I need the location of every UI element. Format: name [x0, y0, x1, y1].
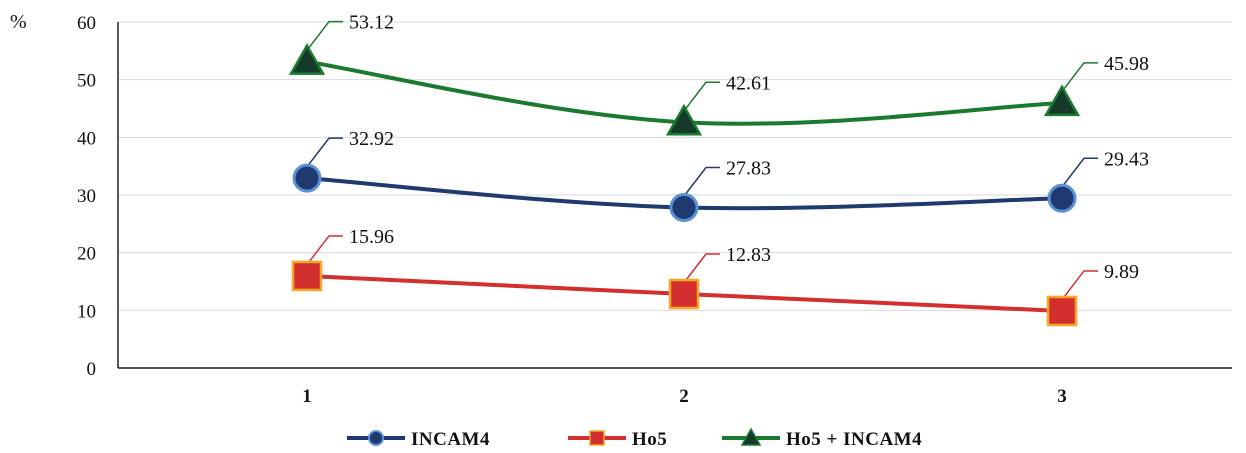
data-label-ho5: 9.89	[1104, 261, 1139, 283]
marker-ho5-incam4	[665, 103, 703, 136]
data-label-leader	[685, 166, 720, 194]
axes	[117, 22, 1232, 369]
marker-ho5	[668, 278, 700, 310]
series-markers	[288, 43, 1081, 327]
y-tick-label: 50	[77, 71, 96, 92]
x-tick-label: 2	[679, 386, 689, 407]
x-tick-label: 1	[302, 386, 312, 407]
y-tick-labels: 0 10 20 30 40 50 60	[77, 13, 96, 380]
marker-incam4	[1047, 183, 1077, 213]
y-tick-label: 30	[77, 186, 96, 207]
series-lines	[305, 59, 1064, 313]
marker-ho5-incam4	[1043, 84, 1081, 117]
data-labels: 32.92 27.83 29.43 15.96 12.83 9.89 53.12 42.61 4…	[349, 12, 1149, 283]
data-label-leader	[685, 253, 720, 281]
legend-marker	[740, 427, 762, 446]
gridlines	[118, 21, 1232, 311]
legend-label: Ho5 + INCAM4	[786, 429, 922, 450]
marker-ho5-incam4	[288, 43, 326, 75]
data-label-leader	[308, 20, 343, 49]
data-label-incam4: 29.43	[1104, 148, 1149, 170]
x-tick-label: 3	[1057, 386, 1067, 407]
data-label-ho5: 12.83	[726, 244, 771, 266]
data-label-leader	[685, 81, 720, 109]
marker-ho5	[1046, 295, 1078, 327]
legend-item-ho5: Ho5	[568, 429, 667, 450]
y-tick-label: 0	[87, 359, 97, 380]
y-tick-label: 40	[77, 128, 96, 149]
marker-incam4	[292, 163, 322, 193]
legend-label: INCAM4	[411, 429, 490, 450]
legend-label: Ho5	[632, 429, 667, 450]
legend-item-ho5-incam4: Ho5 + INCAM4	[722, 427, 922, 450]
y-tick-label: 60	[77, 13, 96, 34]
data-label-leader	[1063, 157, 1098, 185]
data-label-incam4: 32.92	[349, 128, 394, 150]
data-label-ho5: 15.96	[349, 226, 394, 248]
data-label-incam4: 27.83	[726, 158, 771, 180]
data-label-leader	[1063, 270, 1098, 298]
y-tick-label: 20	[77, 244, 96, 265]
data-label-leaders	[308, 20, 1098, 298]
legend-item-incam4: INCAM4	[347, 429, 490, 450]
data-label-ho5-incam4: 42.61	[726, 72, 771, 94]
marker-incam4	[669, 193, 699, 223]
legend-marker	[589, 430, 605, 446]
legend: INCAM4 Ho5 Ho5 + INCAM4	[347, 427, 922, 450]
data-label-leader	[308, 235, 343, 263]
x-tick-labels: 1 2 3	[302, 386, 1067, 407]
data-label-ho5-incam4: 45.98	[1104, 53, 1149, 75]
data-label-leader	[308, 137, 343, 165]
legend-marker	[368, 430, 384, 446]
marker-ho5	[291, 260, 323, 292]
data-label-ho5-incam4: 53.12	[349, 12, 394, 34]
y-unit-label: %	[10, 11, 27, 33]
y-tick-label: 10	[77, 301, 96, 322]
data-label-leader	[1063, 62, 1098, 90]
